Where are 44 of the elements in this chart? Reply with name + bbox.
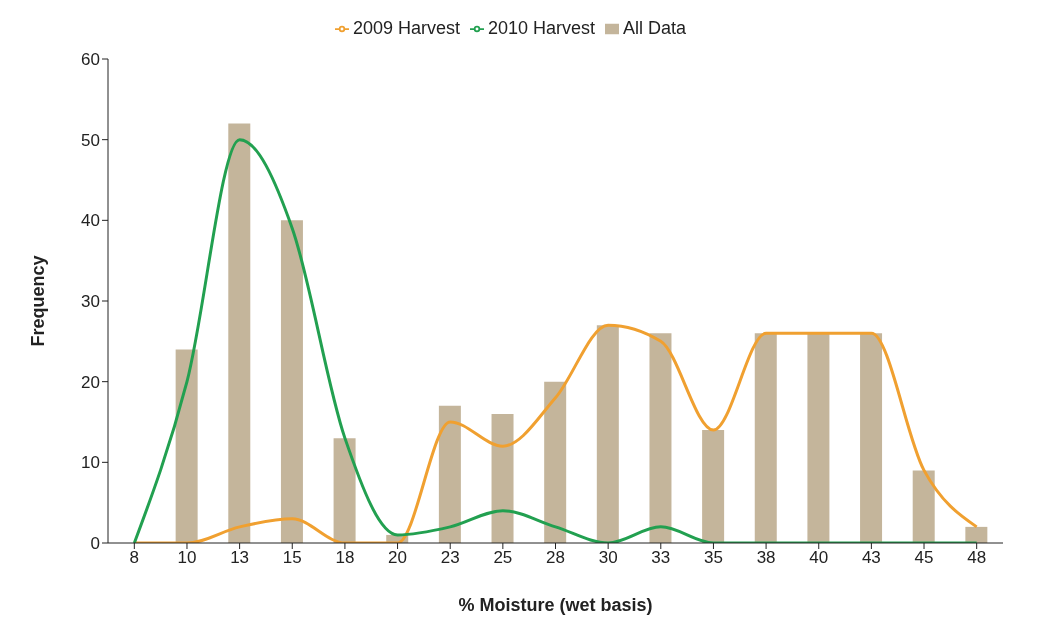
x-tick-label: 30 [598,548,618,568]
x-tick-label: 8 [129,548,140,568]
y-axis-title: Frequency [28,255,49,347]
x-tick-label: 23 [440,548,460,568]
x-tick-label: 25 [493,548,513,568]
legend-label: 2009 Harvest [352,18,460,38]
bar [228,123,251,543]
bar [544,381,567,543]
legend-label: All Data [623,18,687,38]
y-tick-label: 10 [81,453,100,473]
bar [912,470,935,543]
x-tick-label: 15 [282,548,302,568]
bar [965,526,988,543]
x-tick-label: 35 [703,548,723,568]
x-tick-label: 33 [651,548,671,568]
bar [754,333,777,543]
bar [702,430,725,543]
x-tick-label: 13 [230,548,250,568]
x-tick-label: 48 [967,548,987,568]
bar [175,349,198,543]
x-tick-label: 20 [388,548,408,568]
x-tick-label: 28 [546,548,565,568]
x-axis-title: % Moisture (wet basis) [458,595,653,615]
legend-label: 2010 Harvest [487,18,596,38]
y-tick-label: 30 [81,292,100,312]
x-tick-label: 10 [177,548,197,568]
y-tick-label: 40 [81,211,100,231]
bar [438,405,461,543]
bar [491,413,514,543]
bar [333,438,356,543]
bar [807,333,830,543]
y-tick-label: 50 [81,130,100,150]
x-tick-label: 38 [756,548,776,568]
x-tick-label: 40 [809,548,829,568]
y-tick-label: 0 [90,534,100,554]
y-tick-label: 60 [81,50,100,70]
x-tick-label: 43 [861,548,881,568]
bar [596,325,619,543]
y-tick-label: 20 [81,372,100,392]
bar [280,220,303,543]
x-tick-label: 18 [335,548,355,568]
x-tick-label: 45 [914,548,934,568]
bar [860,333,883,543]
bar [649,333,672,543]
